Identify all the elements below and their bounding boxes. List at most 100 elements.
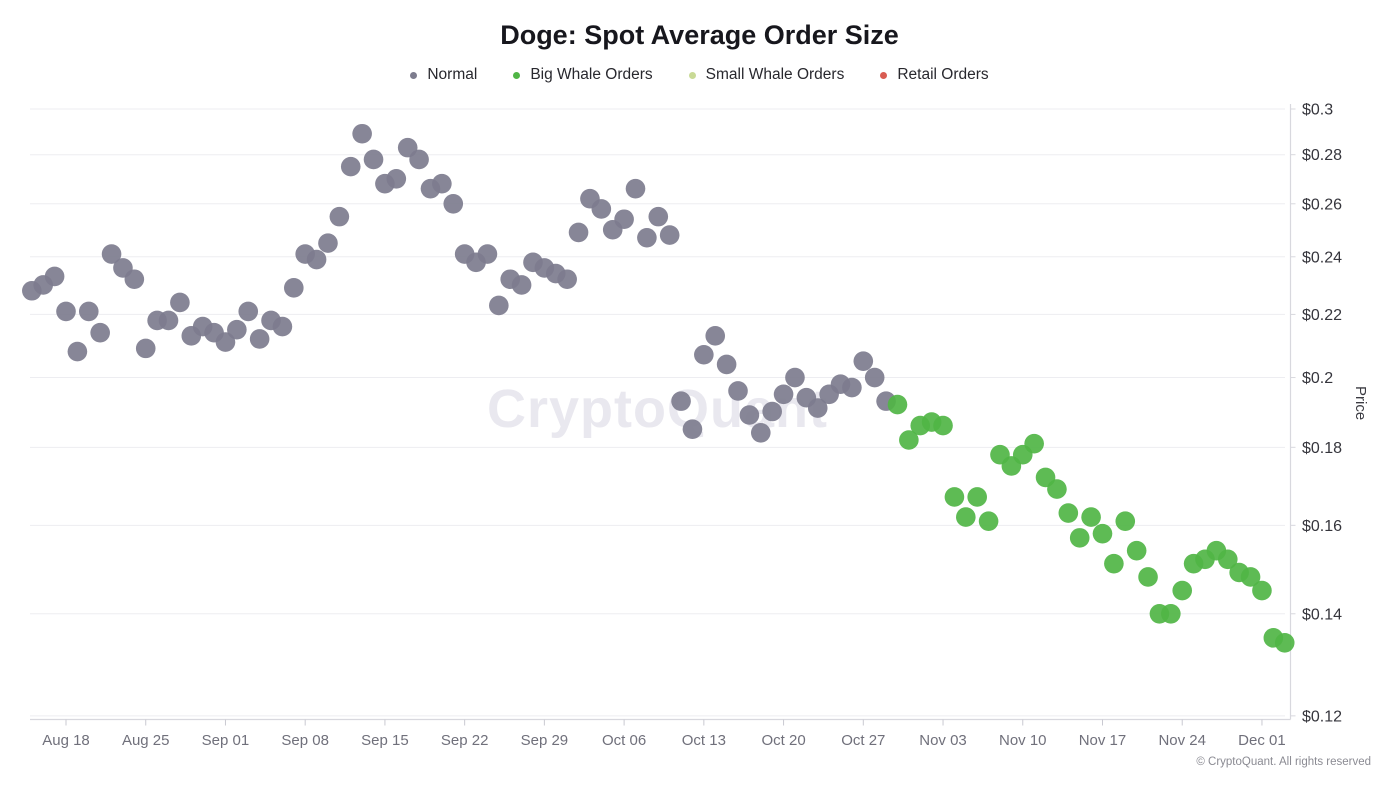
data-point-normal[interactable]: [591, 199, 612, 219]
data-point-big-whale-orders[interactable]: [933, 415, 953, 436]
legend-item-label: Retail Orders: [897, 66, 989, 83]
data-point-normal[interactable]: [227, 319, 247, 340]
data-point-normal[interactable]: [773, 384, 794, 405]
legend-item-label: Normal: [427, 66, 478, 83]
legend-item-label: Big Whale Orders: [530, 66, 653, 83]
data-point-big-whale-orders[interactable]: [1252, 580, 1272, 601]
x-tick-label: Sep 15: [361, 732, 409, 749]
data-point-big-whale-orders[interactable]: [1069, 528, 1090, 548]
data-point-normal[interactable]: [135, 338, 156, 359]
legend-item-retail-orders[interactable]: Retail Orders: [880, 66, 989, 84]
data-point-big-whale-orders[interactable]: [967, 487, 987, 507]
data-point-normal[interactable]: [648, 206, 669, 227]
data-point-normal[interactable]: [750, 422, 771, 443]
data-point-big-whale-orders[interactable]: [1138, 567, 1158, 587]
data-point-normal[interactable]: [511, 275, 532, 295]
data-point-normal[interactable]: [158, 310, 179, 331]
data-point-normal[interactable]: [44, 266, 65, 287]
data-point-big-whale-orders[interactable]: [1240, 567, 1261, 587]
data-point-normal[interactable]: [352, 123, 372, 144]
data-point-normal[interactable]: [443, 193, 464, 214]
data-point-big-whale-orders[interactable]: [1274, 632, 1295, 653]
data-point-normal[interactable]: [56, 301, 76, 322]
data-point-big-whale-orders[interactable]: [887, 394, 908, 415]
data-point-normal[interactable]: [694, 344, 714, 365]
y-tick-label: $0.3: [1302, 102, 1333, 119]
legend-item-small-whale-orders[interactable]: Small Whale Orders: [688, 66, 844, 84]
data-point-big-whale-orders[interactable]: [1081, 507, 1101, 527]
legend-swatch-icon: [880, 71, 888, 79]
data-point-big-whale-orders[interactable]: [1172, 580, 1193, 601]
data-point-big-whale-orders[interactable]: [1115, 511, 1136, 532]
data-point-normal[interactable]: [101, 244, 122, 264]
chart-title: Doge: Spot Average Order Size: [500, 20, 899, 50]
data-point-big-whale-orders[interactable]: [1217, 549, 1238, 570]
data-point-big-whale-orders[interactable]: [1104, 553, 1124, 574]
data-point-normal[interactable]: [705, 326, 726, 346]
data-point-normal[interactable]: [614, 209, 634, 230]
data-point-normal[interactable]: [557, 269, 577, 290]
data-point-normal[interactable]: [340, 156, 361, 177]
data-point-big-whale-orders[interactable]: [1126, 540, 1147, 561]
data-point-big-whale-orders[interactable]: [899, 430, 919, 450]
legend: Normal Big Whale Orders Small Whale Orders…: [0, 66, 1399, 84]
y-tick-label: $0.12: [1302, 708, 1342, 725]
data-point-normal[interactable]: [853, 351, 874, 371]
y-tick-label: $0.24: [1302, 249, 1342, 266]
data-point-big-whale-orders[interactable]: [1092, 523, 1113, 544]
data-point-normal[interactable]: [568, 222, 589, 243]
legend-item-normal[interactable]: Normal: [410, 66, 477, 84]
data-point-normal[interactable]: [864, 367, 885, 388]
data-point-normal[interactable]: [170, 292, 190, 313]
data-point-normal[interactable]: [238, 301, 259, 322]
data-point-normal[interactable]: [272, 316, 293, 337]
x-tick-label: Aug 18: [42, 732, 90, 749]
data-point-normal[interactable]: [409, 149, 429, 170]
data-point-normal[interactable]: [215, 332, 236, 352]
data-point-normal[interactable]: [386, 168, 407, 189]
x-tick-label: Aug 25: [122, 732, 170, 749]
y-tick-label: $0.26: [1302, 196, 1342, 213]
data-point-normal[interactable]: [363, 149, 384, 170]
x-tick-label: Oct 27: [841, 732, 885, 749]
data-point-normal[interactable]: [671, 391, 691, 411]
data-point-normal[interactable]: [659, 225, 680, 245]
data-point-normal[interactable]: [785, 367, 805, 388]
data-point-normal[interactable]: [477, 244, 498, 264]
data-point-big-whale-orders[interactable]: [978, 511, 999, 532]
data-point-normal[interactable]: [807, 398, 828, 418]
x-tick-label: Nov 24: [1158, 732, 1206, 749]
data-point-big-whale-orders[interactable]: [1024, 433, 1044, 454]
data-point-normal[interactable]: [306, 249, 327, 270]
data-point-normal[interactable]: [842, 377, 862, 398]
y-axis-title: Price: [1352, 386, 1369, 421]
data-point-big-whale-orders[interactable]: [1047, 479, 1067, 499]
y-tick-label: $0.18: [1302, 440, 1342, 457]
data-point-normal[interactable]: [284, 278, 304, 298]
data-point-normal[interactable]: [489, 295, 509, 316]
data-point-normal[interactable]: [124, 269, 145, 290]
legend-item-big-whale-orders[interactable]: Big Whale Orders: [513, 66, 653, 84]
data-point-normal[interactable]: [637, 227, 657, 248]
data-point-normal[interactable]: [329, 206, 350, 227]
data-point-big-whale-orders[interactable]: [944, 487, 965, 507]
data-point-big-whale-orders[interactable]: [956, 507, 976, 527]
x-tick-label: Oct 06: [602, 732, 646, 749]
data-point-normal[interactable]: [716, 354, 737, 375]
data-point-normal[interactable]: [318, 233, 338, 253]
data-point-normal[interactable]: [739, 405, 760, 425]
data-point-big-whale-orders[interactable]: [1161, 603, 1181, 624]
data-point-normal[interactable]: [762, 401, 782, 422]
data-point-normal[interactable]: [78, 301, 99, 322]
data-point-normal[interactable]: [728, 381, 748, 401]
data-point-normal[interactable]: [432, 173, 452, 194]
data-point-normal[interactable]: [249, 329, 270, 349]
data-point-normal[interactable]: [90, 322, 110, 343]
x-tick-label: Oct 20: [761, 732, 805, 749]
data-point-big-whale-orders[interactable]: [1058, 503, 1079, 523]
data-point-normal[interactable]: [625, 178, 646, 199]
data-point-normal[interactable]: [682, 419, 703, 439]
data-point-normal[interactable]: [67, 341, 88, 362]
